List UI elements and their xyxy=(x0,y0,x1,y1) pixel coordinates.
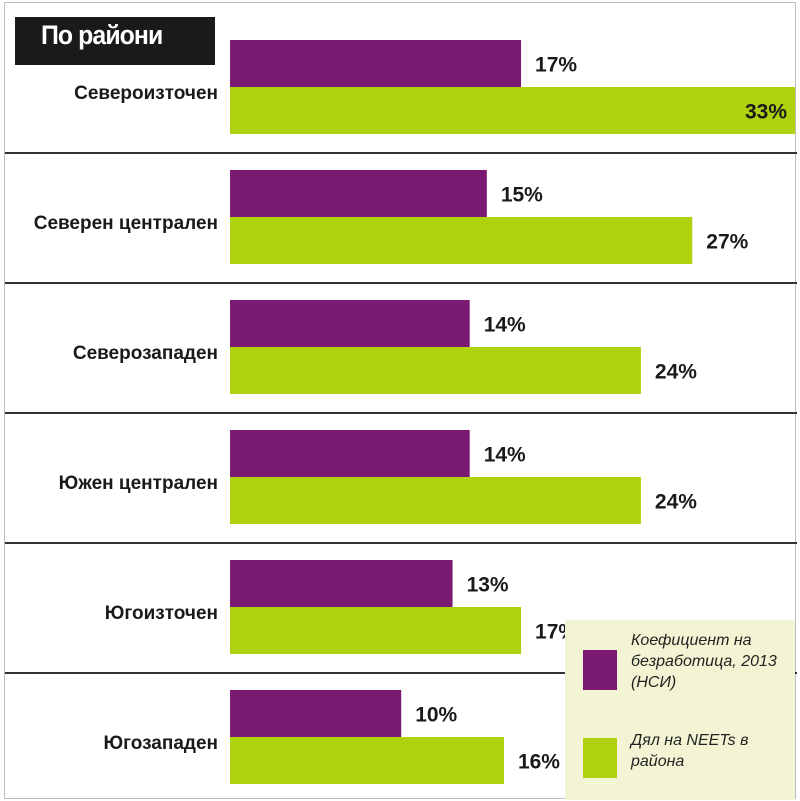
bar-neet xyxy=(230,347,641,394)
data-label: 10% xyxy=(415,704,457,727)
category-label: Северозападен xyxy=(73,343,218,364)
data-label: 24% xyxy=(655,491,697,514)
header-box xyxy=(15,17,215,65)
legend-swatch-unemployment xyxy=(583,650,617,690)
data-label: 27% xyxy=(706,231,748,254)
data-label: 33% xyxy=(745,101,787,124)
bar-neet xyxy=(230,87,795,134)
bar-neet xyxy=(230,737,504,784)
bar-neet xyxy=(230,477,641,524)
bar-unemployment xyxy=(230,690,402,737)
data-label: 16% xyxy=(518,751,560,774)
data-label: 24% xyxy=(655,361,697,384)
category-label: Южен централен xyxy=(59,473,218,494)
bar-chart: Североизточен 17% 33% Северен централен 15% 2… xyxy=(5,40,797,784)
data-label: 17% xyxy=(535,54,577,77)
category-label: Северен централен xyxy=(34,213,218,234)
bar-unemployment xyxy=(230,560,453,607)
bar-neet xyxy=(230,217,693,264)
chart-frame: Североизточен 17% 33% Северен централен 15% 2… xyxy=(4,2,797,800)
category-label: Югозападен xyxy=(103,733,218,754)
data-label: 14% xyxy=(484,444,526,467)
bar-unemployment xyxy=(230,300,470,347)
bar-unemployment xyxy=(230,40,522,87)
bar-unemployment xyxy=(230,430,470,477)
data-label: 14% xyxy=(484,314,526,337)
legend-label-neet: Дял на NEETs в района xyxy=(631,732,749,770)
legend: Коефициент на безработица, 2013 (НСИ) Дя… xyxy=(565,620,795,800)
legend-label-unemployment: Коефициент на безработица, 2013 (НСИ) xyxy=(631,632,777,691)
data-label: 13% xyxy=(467,574,509,597)
category-label: Югоизточен xyxy=(105,603,218,624)
legend-swatch-neet xyxy=(583,738,617,778)
chart-header-title: По райони xyxy=(41,20,163,50)
bar-unemployment xyxy=(230,170,487,217)
category-label: Североизточен xyxy=(74,83,218,104)
data-label: 15% xyxy=(501,184,543,207)
bar-neet xyxy=(230,607,522,654)
